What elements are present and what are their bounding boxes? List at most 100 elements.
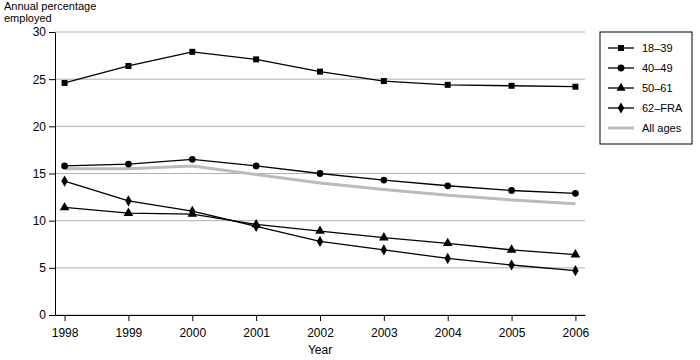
y-axis-title-line: Annual percentage: [4, 0, 96, 12]
y-tick: 10: [33, 214, 55, 228]
marker: [380, 177, 387, 184]
x-tick-label: 2000: [179, 326, 206, 340]
grid-line: [55, 79, 585, 80]
x-tick-label: 2003: [371, 326, 398, 340]
marker: [60, 202, 70, 210]
x-tick: 2000: [179, 315, 206, 340]
marks: [60, 49, 580, 276]
y-tick-label: 25: [33, 73, 47, 87]
grid-line: [55, 32, 585, 33]
y-tick-mark: [49, 79, 55, 80]
y-axis-title: Annual percentageemployed: [4, 0, 96, 24]
x-axis: 1998 1999 2000 2001 2002 2003 2004 2005 2006: [52, 315, 590, 340]
marker: [124, 208, 134, 216]
y-tick-mark: [49, 32, 55, 33]
x-tick: 2001: [243, 315, 270, 340]
y-tick-mark: [49, 315, 55, 316]
series-line: [65, 52, 576, 87]
grid-line: [55, 126, 585, 127]
grid: [55, 32, 585, 315]
x-tick-mark: [384, 315, 385, 321]
marker: [61, 163, 68, 170]
x-tick-mark: [575, 315, 576, 321]
marker: [381, 244, 387, 255]
y-tick-label: 0: [39, 308, 46, 322]
marker: [572, 265, 578, 276]
marker: [253, 56, 259, 62]
marker: [317, 69, 323, 75]
y-tick-mark: [49, 174, 55, 175]
y-tick-label: 10: [33, 214, 47, 228]
y-tick-mark: [49, 126, 55, 127]
x-tick: 1998: [52, 315, 79, 340]
x-tick-label: 1998: [52, 326, 79, 340]
legend-label: 50–61: [642, 82, 673, 94]
marker: [125, 63, 131, 69]
x-axis-title: Year: [308, 343, 332, 357]
marker: [62, 80, 68, 86]
legend-label: 62–FRA: [642, 102, 683, 114]
x-tick-mark: [128, 315, 129, 321]
y-tick: 30: [33, 25, 55, 39]
legend-marker: [618, 45, 624, 51]
marker: [61, 175, 67, 186]
marker: [572, 190, 579, 197]
grid-line: [55, 267, 585, 268]
x-tick-mark: [320, 315, 321, 321]
series-line: [65, 207, 576, 254]
marker: [189, 49, 195, 55]
x-tick: 2003: [371, 315, 398, 340]
marker: [253, 163, 260, 170]
x-tick-mark: [448, 315, 449, 321]
x-tick-mark: [65, 315, 66, 321]
x-tick: 2006: [563, 315, 590, 340]
y-tick-label: 15: [33, 167, 47, 181]
x-tick-mark: [192, 315, 193, 321]
marker: [508, 187, 515, 194]
marker: [317, 236, 323, 247]
x-tick-label: 1999: [116, 326, 143, 340]
marker: [508, 259, 514, 270]
marker: [251, 219, 261, 227]
marker: [444, 253, 450, 264]
x-tick-label: 2004: [435, 326, 462, 340]
legend-marker: [618, 65, 625, 72]
series-line: [65, 159, 576, 193]
legend: 18–39 40–49 50–61 62–FRA All ages: [600, 32, 692, 144]
marker: [381, 78, 387, 84]
marker: [125, 195, 131, 206]
y-tick-label: 30: [33, 25, 47, 39]
y-axis: 0 5 10 15 20 25 30: [33, 25, 56, 322]
x-tick-label: 2002: [307, 326, 334, 340]
y-tick: 0: [39, 308, 55, 322]
marker: [379, 232, 389, 240]
plot: 0 5 10 15 20 25 30 1998 1999 2000 2001 2002 2003 2004…: [33, 25, 590, 340]
grid-line: [55, 220, 585, 221]
x-tick-label: 2005: [499, 326, 526, 340]
x-tick: 2002: [307, 315, 334, 340]
marker: [444, 182, 451, 189]
y-tick-mark: [49, 268, 55, 269]
x-tick-label: 2001: [243, 326, 270, 340]
marker: [443, 238, 453, 246]
legend-label: 18–39: [642, 42, 673, 54]
legend-box: [600, 32, 692, 144]
x-tick-mark: [512, 315, 513, 321]
marker: [317, 170, 324, 177]
marker: [572, 84, 578, 90]
x-tick: 1999: [116, 315, 143, 340]
x-tick: 2004: [435, 315, 462, 340]
marker: [509, 83, 515, 89]
legend-label: All ages: [642, 122, 682, 134]
y-tick: 25: [33, 73, 55, 87]
x-tick: 2005: [499, 315, 526, 340]
y-tick: 15: [33, 167, 55, 181]
legend-marker: [618, 102, 624, 113]
marker: [507, 244, 517, 252]
y-tick: 20: [33, 120, 55, 134]
legend-label: 40–49: [642, 62, 673, 74]
y-axis-line: [55, 33, 56, 316]
y-tick: 5: [39, 261, 55, 275]
marker: [571, 249, 581, 257]
marker: [187, 209, 197, 217]
